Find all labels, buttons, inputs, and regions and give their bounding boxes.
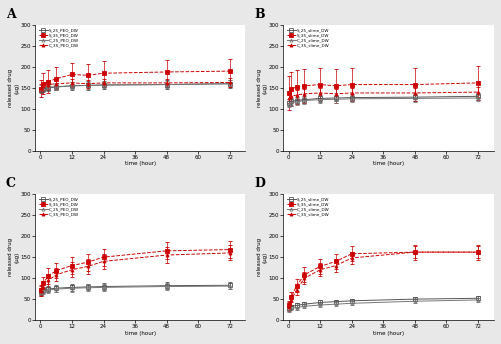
Text: C: C: [6, 178, 16, 190]
Text: A: A: [6, 8, 16, 21]
Y-axis label: released drug
(μg): released drug (μg): [256, 69, 267, 107]
X-axis label: time (hour): time (hour): [372, 161, 403, 166]
Y-axis label: released drug
(μg): released drug (μg): [256, 238, 267, 276]
Legend: S_25_PEO_DW, S_35_PEO_DW, C_25_PEO_DW, C_35_PEO_DW: S_25_PEO_DW, S_35_PEO_DW, C_25_PEO_DW, C…: [37, 196, 80, 218]
X-axis label: time (hour): time (hour): [372, 331, 403, 336]
Legend: S_25_PEO_DW, S_35_PEO_DW, C_25_PEO_DW, C_35_PEO_DW: S_25_PEO_DW, S_35_PEO_DW, C_25_PEO_DW, C…: [37, 27, 80, 49]
Legend: S_25_slime_DW, S_35_slime_DW, C_25_slime_DW, C_35_slime_DW: S_25_slime_DW, S_35_slime_DW, C_25_slime…: [285, 196, 331, 218]
X-axis label: time (hour): time (hour): [125, 161, 156, 166]
X-axis label: time (hour): time (hour): [125, 331, 156, 336]
Legend: S_25_slime_DW, S_35_slime_DW, C_25_slime_DW, C_35_slime_DW: S_25_slime_DW, S_35_slime_DW, C_25_slime…: [285, 27, 331, 49]
Text: D: D: [254, 178, 265, 190]
Text: B: B: [254, 8, 264, 21]
Y-axis label: released drug
(μg): released drug (μg): [9, 69, 19, 107]
Y-axis label: released drug
(μg): released drug (μg): [9, 238, 19, 276]
